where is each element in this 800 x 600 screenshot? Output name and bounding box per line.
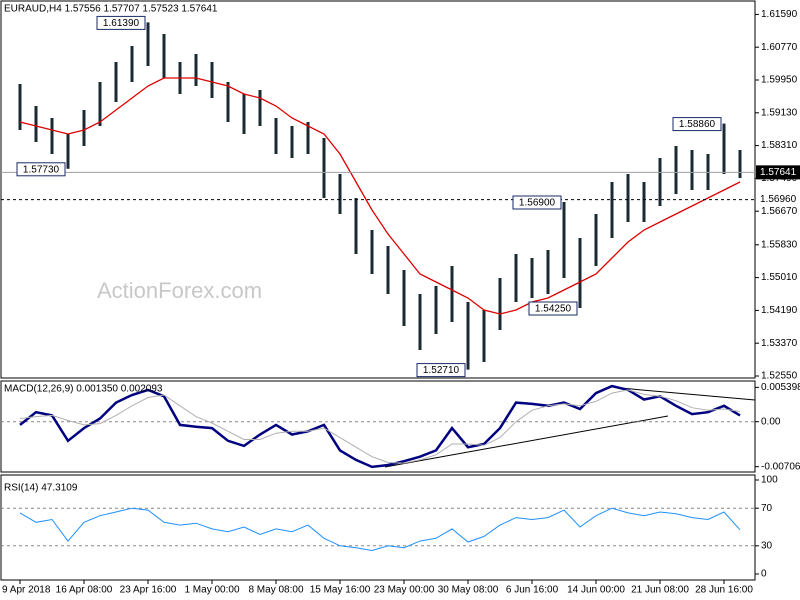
y-tick-label: 1.55830	[761, 239, 798, 250]
y-tick-label: 1.59130	[761, 107, 798, 118]
x-tick-label: 16 Apr 08:00	[56, 585, 113, 596]
plot-area	[1, 507, 755, 552]
annotation-box	[16, 162, 66, 177]
indicator-line	[19, 389, 741, 464]
x-tick-label: 8 May 08:00	[248, 585, 303, 596]
indicator-line	[19, 507, 741, 552]
macd-trendline	[384, 415, 669, 468]
y-tick-label: 1.55010	[761, 272, 798, 283]
x-tick-label: 15 May 16:00	[310, 585, 371, 596]
annotation-box	[672, 117, 722, 132]
annotation-label: 1.61390	[103, 18, 140, 29]
annotation-box	[416, 363, 466, 378]
price-tag-label: 1.57641	[760, 167, 797, 178]
y-tick-label: 1.52550	[761, 371, 798, 382]
x-tick-label: 1 May 00:00	[184, 585, 239, 596]
x-tick-label: 23 May 00:00	[374, 585, 435, 596]
x-tick-label: 9 Apr 2018	[2, 585, 51, 596]
y-tick-label: 1.54190	[761, 305, 798, 316]
annotation-box	[96, 15, 146, 30]
x-tick-label: 14 Jun 00:00	[567, 585, 625, 596]
plot-area	[1, 384, 755, 469]
y-tick-label: 1.61590	[761, 9, 798, 20]
annotation-label: 1.58860	[679, 119, 716, 130]
price-tag	[756, 165, 800, 180]
y-tick-label: 0.00	[761, 416, 781, 427]
y-tick-label: 0.005398	[761, 382, 800, 393]
x-tick-label: 21 Jun 08:00	[631, 585, 689, 596]
indicator-title: RSI(14) 47.3109	[4, 483, 78, 494]
macd-trendline	[619, 387, 756, 401]
y-tick-label: 1.56670	[761, 206, 798, 217]
x-tick-label: 6 Jun 16:00	[506, 585, 559, 596]
indicator-title: MACD(12,26,9) 0.001350 0.002093	[4, 384, 163, 395]
y-tick-label: 70	[761, 503, 773, 514]
y-tick-label: 100	[761, 475, 778, 486]
x-tick-label: 30 May 08:00	[438, 585, 499, 596]
annotation-box	[528, 301, 578, 316]
rsi-panel	[0, 474, 756, 581]
x-tick-label: 23 Apr 16:00	[120, 585, 177, 596]
y-tick-label: 1.59950	[761, 75, 798, 86]
annotation-label: 1.54250	[535, 304, 572, 315]
y-tick-label: 1.60770	[761, 42, 798, 53]
annotation-box	[512, 195, 562, 210]
level-tag-bg	[756, 192, 800, 207]
annotation-label: 1.52710	[423, 365, 460, 376]
y-tick-label: 30	[761, 540, 773, 551]
y-tick-label: 1.58310	[761, 140, 798, 151]
y-tick-label: -0.007064	[761, 461, 800, 472]
chart-title: EURAUD,H4 1.57556 1.57707 1.57523 1.5764…	[4, 4, 218, 15]
indicator-line	[19, 384, 741, 469]
y-tick-label: 0	[761, 569, 767, 580]
level-label: 1.56960	[760, 194, 797, 205]
macd-panel	[0, 380, 756, 473]
plot-area	[18, 22, 742, 370]
y-tick-label: 1.53370	[761, 338, 798, 349]
indicator-line	[19, 77, 741, 315]
watermark: ActionForex.com	[97, 278, 262, 303]
price-panel	[0, 0, 756, 379]
annotation-label: 1.56900	[519, 198, 556, 209]
annotation-label: 1.57730	[23, 164, 60, 175]
x-tick-label: 28 Jun 16:00	[695, 585, 753, 596]
